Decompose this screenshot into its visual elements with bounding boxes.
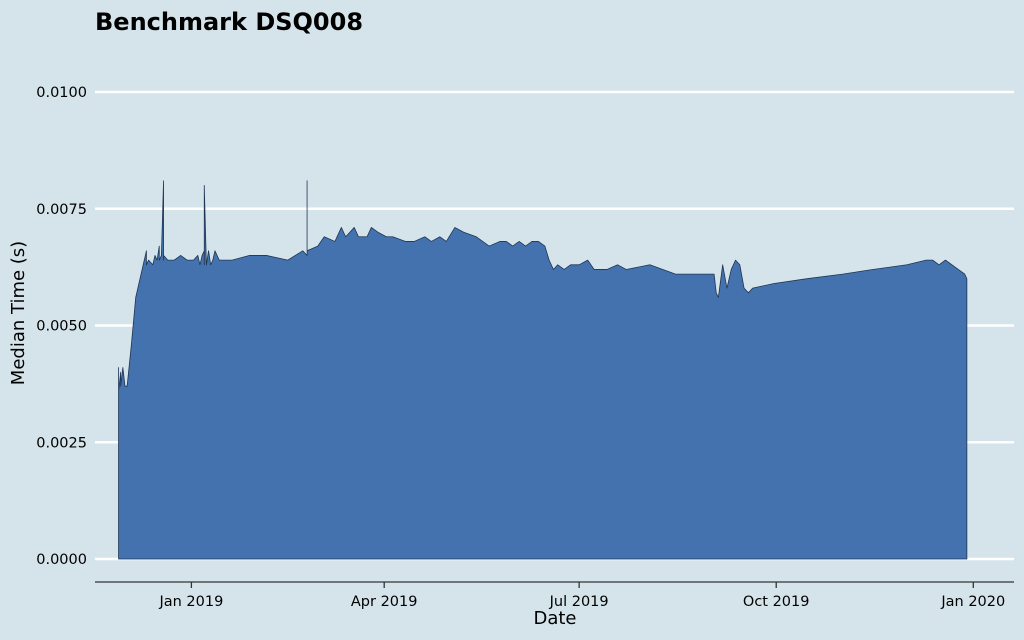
y-tick-label: 0.0050 (36, 319, 87, 335)
series-area (118, 180, 968, 560)
chart-title: Benchmark DSQ008 (95, 8, 363, 36)
x-tick-label: Jan 2019 (158, 594, 223, 610)
axes: 0.0000 0.0025 0.0050 0.0075 0.0100 Jan 2019 Ap… (36, 85, 1014, 610)
y-tick-label: 0.0100 (36, 85, 87, 101)
x-tick-label: Jan 2020 (940, 594, 1005, 610)
x-tick-label: Jul 2019 (549, 594, 609, 610)
x-axis-label: Date (533, 608, 576, 629)
y-tick-label: 0.0025 (36, 435, 87, 451)
x-tick-label: Apr 2019 (351, 594, 418, 610)
y-tick-label: 0.0075 (36, 202, 87, 218)
y-axis-label: Median Time (s) (8, 241, 29, 385)
data-area (118, 180, 968, 560)
x-tick-label: Oct 2019 (743, 594, 810, 610)
y-tick-label: 0.0000 (36, 552, 87, 568)
